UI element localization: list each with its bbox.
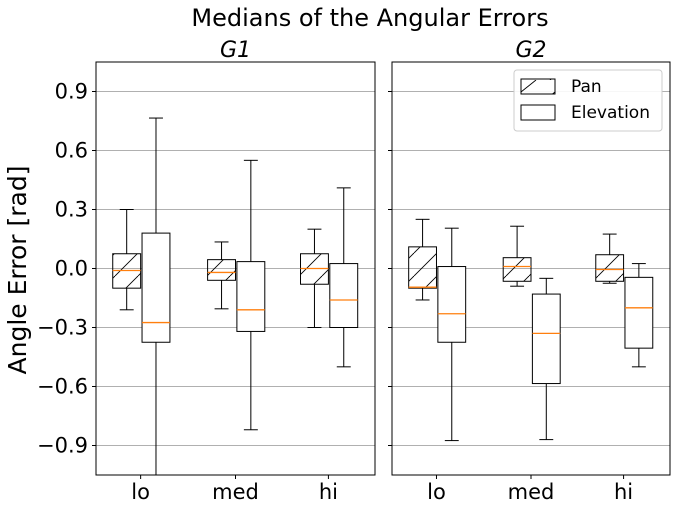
x-tick-label: hi — [614, 480, 633, 504]
x-tick-label: med — [212, 480, 259, 504]
y-tick-label: −0.3 — [37, 316, 88, 340]
panel-title-g2: G2 — [515, 38, 546, 63]
box-g2-elevation-med-box — [531, 293, 561, 385]
x-tick-label: lo — [131, 480, 150, 504]
legend-swatch-pan — [520, 78, 556, 95]
panel-title-g1: G1 — [220, 38, 251, 63]
box-g1-pan-med-box — [207, 259, 237, 281]
y-axis-label: Angle Error [rad] — [3, 166, 32, 375]
box-g2-elevation-hi-box — [624, 276, 654, 349]
legend-swatch-elevation — [520, 104, 556, 121]
y-tick-label: 0.0 — [55, 257, 88, 281]
y-tick-label: −0.9 — [37, 434, 88, 458]
box-g1-elevation-med-box — [236, 261, 266, 332]
legend-label-pan: Pan — [571, 77, 602, 97]
chart-title: Medians of the Angular Errors — [191, 4, 548, 32]
legend-label-elevation: Elevation — [571, 103, 650, 123]
box-g2-pan-med-box — [502, 257, 532, 282]
box-g1-elevation-hi-box — [329, 263, 359, 329]
box-g2-pan-hi-box — [595, 254, 625, 282]
y-tick-label: −0.6 — [37, 375, 88, 399]
x-tick-label: hi — [319, 480, 338, 504]
box-g2-elevation-lo-box — [437, 266, 467, 343]
y-tick-label: 0.3 — [55, 198, 88, 222]
y-tick-label: 0.6 — [55, 139, 88, 163]
x-tick-label: med — [508, 480, 555, 504]
box-g1-elevation-lo-box — [141, 232, 171, 343]
y-tick-label: 0.9 — [55, 80, 88, 104]
box-g2-pan-lo-box — [408, 246, 437, 289]
plot-layer: −0.9 −0.6 −0.3 0.0 0.3 0.6 0.9 lo med hi G1 lo med hi… — [37, 38, 671, 504]
x-tick-label: lo — [427, 480, 446, 504]
